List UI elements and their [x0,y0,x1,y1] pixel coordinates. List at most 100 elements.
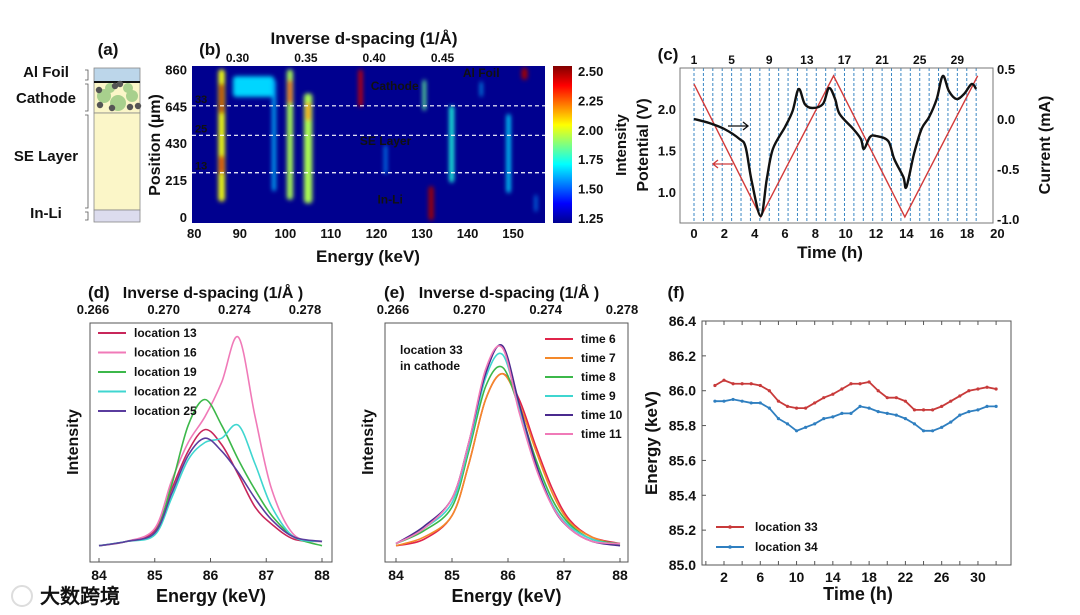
dashed-line-label: 13 [195,161,207,173]
spectrum-line-location-13 [98,428,323,547]
x-tick-label: 130 [411,226,433,241]
right-y-tick-label: 0.5 [997,62,1015,77]
x-tick-label: 26 [934,569,950,585]
x-tick-label: 88 [314,567,330,583]
dashed-line-label: 25 [195,123,207,135]
right-y-tick-label: 0.0 [997,112,1015,127]
x-tick-label: 2 [721,226,728,241]
panel-label-e: (e) [384,283,405,302]
x-tick-label: 87 [556,567,572,583]
scan-number-label: 9 [766,53,773,67]
carbon-particle [116,80,124,88]
data-point [840,411,844,415]
data-point [885,411,889,415]
legend-label: time 6 [581,332,616,346]
x-tick-label: 6 [781,226,788,241]
colorbar [553,66,572,223]
data-point [940,425,944,429]
region-annotation: SE Layer [360,134,412,148]
data-point [804,406,808,410]
colorbar-tick-label: 2.25 [578,93,603,108]
legend-label: time 8 [581,370,616,384]
x-tick-label: 22 [898,569,914,585]
legend-label: location 22 [134,385,197,399]
scan-number-label: 17 [838,53,852,67]
x-tick-label: 86 [500,567,516,583]
x-tick-label: 150 [502,226,524,241]
data-point [967,410,971,414]
data-point [776,417,781,421]
x-tick-label: 85 [147,567,163,583]
heatmap-band [480,81,483,97]
x-tick-label: 110 [320,226,341,241]
top-x-tick-label: 0.270 [453,302,486,317]
arrow-right-icon [728,121,750,131]
plot-frame-f [701,320,1012,566]
data-point [912,422,917,426]
y-tick-label: 85.8 [669,418,696,434]
data-point [794,406,799,410]
top-x-tick-label: 0.40 [363,51,387,65]
arrow-left-icon [711,159,733,169]
data-point [976,408,980,412]
heatmap-band [358,69,363,108]
heatmap-band [521,67,528,80]
carbon-particle [111,82,119,90]
data-point [713,383,717,388]
data-point [858,382,862,386]
heatmap-band [449,105,454,183]
scan-number-label: 13 [800,53,814,67]
left-y-tick-label: 1.5 [658,144,676,159]
legend-label: location 33 [755,520,818,534]
heatmap-band [428,186,434,221]
y-tick-label: 86.2 [669,348,696,364]
y-tick-label: 0 [180,210,187,225]
carbon-particle [134,102,142,110]
top-x-tick-label: 0.274 [529,302,562,317]
layer-bracket [85,83,89,112]
data-point [921,429,926,433]
data-point [976,387,980,391]
legend-label: time 10 [581,408,623,422]
data-point [785,404,790,408]
carbon-particle [95,86,103,94]
x-tick-label: 20 [990,226,1004,241]
cathode-particle [123,83,133,93]
spectrum-line-location-19 [98,398,323,547]
legend-label: location 13 [134,326,197,340]
colorbar-tick-label: 2.50 [578,64,603,79]
legend-label: location 34 [755,540,818,554]
right-y-tick-label: -0.5 [997,162,1019,177]
data-point [921,408,926,412]
watermark: 大数跨境 [40,584,120,608]
y-tick-label: 430 [165,136,187,151]
x-tick-label: 18 [861,569,877,585]
data-point [831,392,835,396]
heatmap-band [506,114,511,193]
series-line-location-34 [714,398,997,432]
data-point [758,383,762,388]
layer-bracket [85,69,89,81]
x-tick-label: 10 [789,569,805,585]
y-tick-label: 215 [165,173,187,188]
y-tick-label: 86.4 [669,313,696,329]
y-axis-label: Position (µm) [147,94,164,196]
spectrum-line-time-11 [395,345,621,545]
scan-number-label: 29 [951,53,965,67]
heatmap-band [384,144,387,175]
data-point [894,413,898,417]
legend-label: time 9 [581,389,616,403]
y-tick-label: 86.0 [669,383,696,399]
heatmap-band [422,79,426,111]
panel-label-c: (c) [658,45,679,64]
right-y-tick-label: -1.0 [997,212,1019,227]
data-point [876,389,880,393]
data-point [958,413,962,417]
scan-number-label: 1 [691,53,698,67]
data-point [740,399,744,403]
carbon-particle [126,103,134,111]
layer-label: Cathode [16,90,76,107]
heatmap-band [219,155,224,175]
data-point [885,396,889,400]
